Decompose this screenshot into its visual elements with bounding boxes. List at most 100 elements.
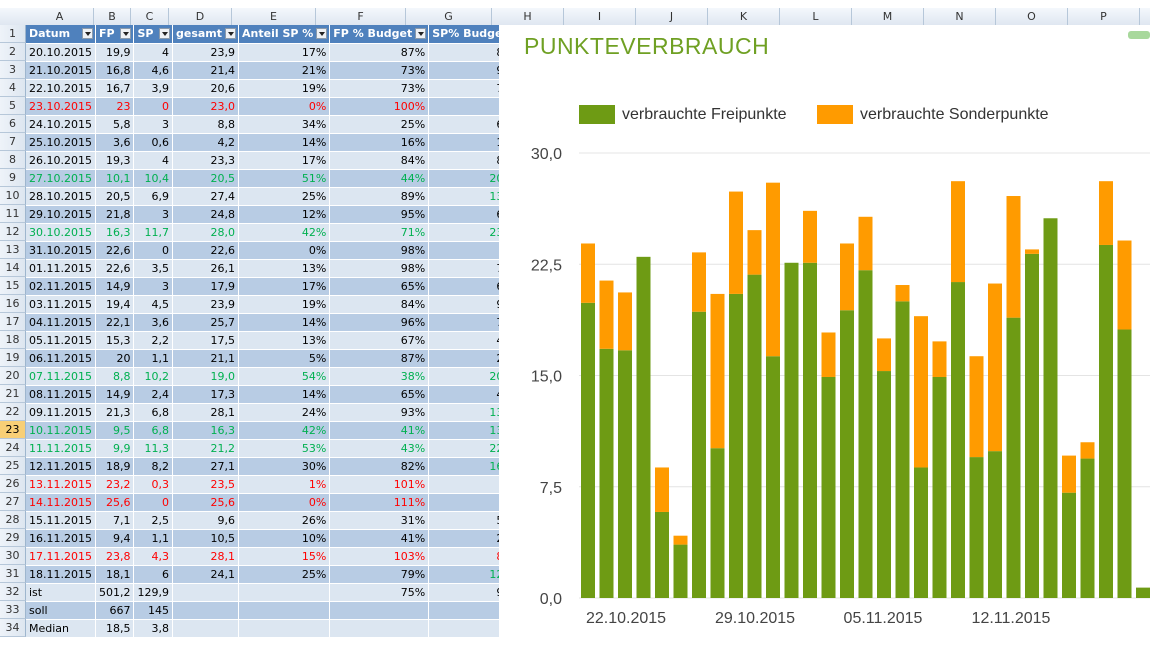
table-cell[interactable]: 0% [238, 241, 331, 260]
column-header-n[interactable]: N [924, 8, 996, 25]
column-header-f[interactable]: F [316, 8, 406, 25]
table-cell[interactable]: 667 [95, 601, 135, 620]
bar-sonderpunkte[interactable] [1117, 240, 1132, 330]
table-cell[interactable]: 28,1 [172, 403, 240, 422]
table-cell[interactable]: 4,6 [133, 61, 173, 80]
table-cell[interactable]: 3,6 [133, 313, 173, 332]
table-cell[interactable]: 24% [238, 403, 331, 422]
table-cell[interactable]: 23,9 [172, 295, 240, 314]
table-cell[interactable]: 6 [133, 565, 173, 584]
bar-sonderpunkte[interactable] [1080, 442, 1095, 459]
table-cell[interactable]: 3 [133, 115, 173, 134]
table-cell[interactable]: 13% [238, 259, 331, 278]
bar-freipunkte[interactable] [766, 356, 780, 598]
table-cell[interactable]: 19% [238, 79, 331, 98]
filter-dropdown-icon[interactable] [225, 28, 237, 39]
filter-dropdown-icon[interactable] [158, 28, 170, 39]
table-cell[interactable]: 11,3 [133, 439, 173, 458]
table-cell[interactable]: 6,8 [133, 421, 173, 440]
row-header-9[interactable]: 9 [0, 169, 26, 187]
table-cell[interactable]: 17% [238, 43, 331, 62]
column-header-e[interactable]: E [232, 8, 316, 25]
bar-freipunkte[interactable] [932, 376, 947, 598]
table-cell[interactable]: 34% [238, 115, 331, 134]
bar-freipunkte[interactable] [618, 350, 632, 598]
row-header-17[interactable]: 17 [0, 313, 26, 331]
table-cell[interactable] [329, 619, 430, 638]
bar-freipunkte[interactable] [914, 467, 928, 598]
table-cell[interactable]: 25,6 [172, 493, 240, 512]
bar-sonderpunkte[interactable] [710, 293, 725, 449]
table-cell[interactable]: 18,5 [95, 619, 135, 638]
table-cell[interactable]: 7,1 [95, 511, 135, 530]
table-cell[interactable]: 17,3 [172, 385, 240, 404]
table-cell[interactable]: 31% [329, 511, 430, 530]
table-cell[interactable]: 11,7 [133, 223, 173, 242]
table-cell[interactable]: 8,8 [95, 367, 135, 386]
bar-sonderpunkte[interactable] [840, 243, 854, 311]
bar-freipunkte[interactable] [1062, 492, 1076, 598]
table-cell[interactable]: 22,6 [95, 259, 135, 278]
bar-freipunkte[interactable] [636, 256, 651, 598]
table-cell[interactable]: 23.10.2015 [26, 97, 96, 116]
table-cell[interactable] [172, 619, 240, 638]
table-cell[interactable]: 3 [133, 277, 173, 296]
filter-dropdown-icon[interactable] [415, 28, 427, 39]
table-cell[interactable]: 3 [133, 205, 173, 224]
filter-dropdown-icon[interactable] [316, 28, 328, 39]
table-cell[interactable]: 145 [133, 601, 173, 620]
table-cell[interactable]: 03.11.2015 [26, 295, 96, 314]
bar-sonderpunkte[interactable] [877, 338, 891, 372]
bar-sonderpunkte[interactable] [729, 191, 743, 294]
table-cell[interactable]: 6,9 [133, 187, 173, 206]
table-cell[interactable]: 9,4 [95, 529, 135, 548]
bar-freipunkte[interactable] [969, 457, 984, 598]
table-cell[interactable]: 14.11.2015 [26, 493, 96, 512]
table-cell[interactable]: 01.11.2015 [26, 259, 96, 278]
table-cell[interactable]: 17,5 [172, 331, 240, 350]
table-cell[interactable]: 0 [133, 97, 173, 116]
bar-freipunkte[interactable] [692, 311, 706, 598]
bar-sonderpunkte[interactable] [618, 292, 632, 351]
table-header-cell[interactable]: gesamt [172, 25, 240, 44]
table-cell[interactable]: 0 [133, 241, 173, 260]
table-cell[interactable]: 19% [238, 295, 331, 314]
table-cell[interactable]: 21,3 [95, 403, 135, 422]
row-header-8[interactable]: 8 [0, 151, 26, 169]
table-cell[interactable]: 27.10.2015 [26, 169, 96, 188]
table-cell[interactable]: 10,2 [133, 367, 173, 386]
table-cell[interactable]: 4 [133, 151, 173, 170]
row-header-12[interactable]: 12 [0, 223, 26, 241]
bar-freipunkte[interactable] [784, 262, 799, 598]
table-cell[interactable]: 16,8 [95, 61, 135, 80]
table-cell[interactable]: 24,1 [172, 565, 240, 584]
bar-sonderpunkte[interactable] [1099, 181, 1113, 245]
row-header-33[interactable]: 33 [0, 601, 26, 619]
table-cell[interactable]: 20,5 [172, 169, 240, 188]
row-header-28[interactable]: 28 [0, 511, 26, 529]
table-cell[interactable]: 24,8 [172, 205, 240, 224]
bar-sonderpunkte[interactable] [747, 230, 762, 275]
table-cell[interactable]: 28.10.2015 [26, 187, 96, 206]
table-cell[interactable]: 19,3 [95, 151, 135, 170]
bar-freipunkte[interactable] [821, 376, 836, 598]
bar-sonderpunkte[interactable] [821, 332, 836, 377]
table-cell[interactable]: 501,2 [95, 583, 135, 602]
table-cell[interactable]: 23,8 [95, 547, 135, 566]
table-cell[interactable]: 25,7 [172, 313, 240, 332]
table-cell[interactable]: 16,3 [95, 223, 135, 242]
table-cell[interactable]: 41% [329, 421, 430, 440]
table-cell[interactable]: 28,1 [172, 547, 240, 566]
column-header-p[interactable]: P [1068, 8, 1140, 25]
table-cell[interactable]: 09.11.2015 [26, 403, 96, 422]
table-cell[interactable] [238, 601, 331, 620]
chart-object[interactable]: PUNKTEVERBRAUCH verbrauchte Freipunkte v… [499, 25, 1150, 645]
table-cell[interactable]: 82% [329, 457, 430, 476]
bar-freipunkte[interactable] [655, 511, 669, 598]
bar-sonderpunkte[interactable] [1006, 196, 1021, 318]
table-cell[interactable]: 42% [238, 421, 331, 440]
table-cell[interactable]: 1,1 [133, 349, 173, 368]
bar-freipunkte[interactable] [1043, 218, 1058, 598]
table-cell[interactable]: 3,8 [133, 619, 173, 638]
table-cell[interactable]: 12% [238, 205, 331, 224]
